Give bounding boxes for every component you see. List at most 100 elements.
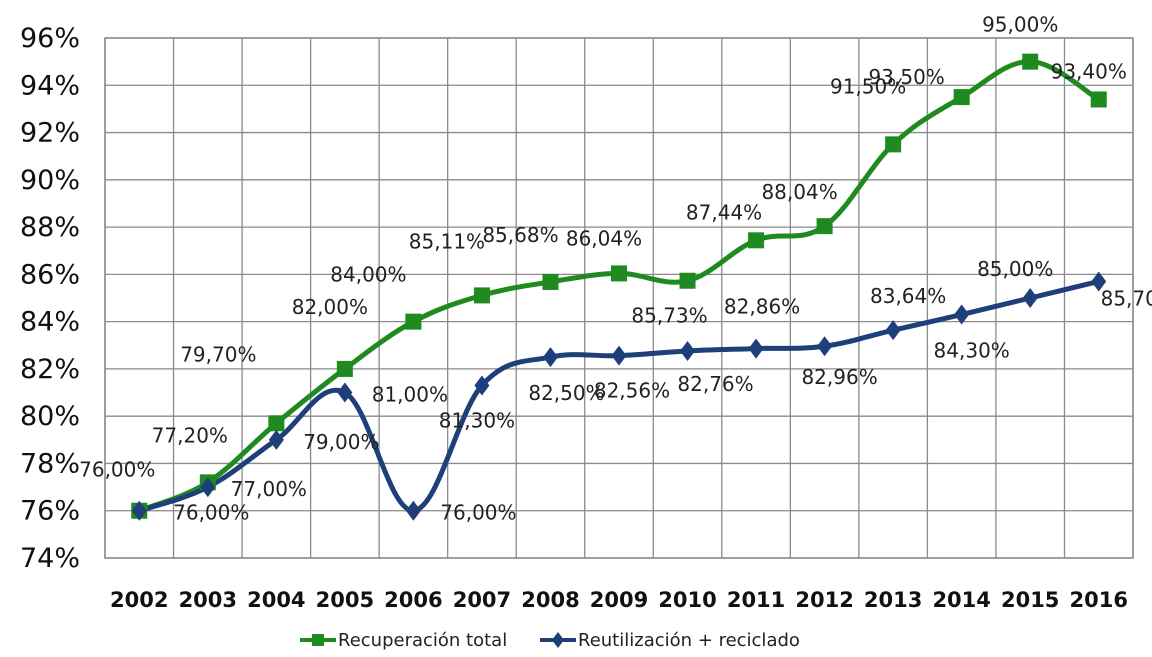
data-label: 87,44% <box>686 200 762 224</box>
data-label: 76,00% <box>440 501 516 525</box>
marker-recuperacion-total <box>748 232 765 249</box>
marker-reutilizacion-reciclado <box>817 336 833 357</box>
data-label: 76,00% <box>173 501 249 525</box>
marker-reutilizacion-reciclado <box>131 500 147 521</box>
data-label: 77,00% <box>231 477 307 501</box>
y-tick-label: 96% <box>20 23 80 54</box>
x-tick-label: 2011 <box>727 588 785 612</box>
x-tick-label: 2013 <box>864 588 922 612</box>
data-label: 82,56% <box>594 379 670 403</box>
marker-recuperacion-total <box>1090 91 1107 108</box>
x-tick-label: 2005 <box>316 588 374 612</box>
x-tick-label: 2003 <box>179 588 237 612</box>
data-label: 79,00% <box>303 430 379 454</box>
marker-recuperacion-total <box>542 273 559 290</box>
marker-recuperacion-total <box>885 136 902 153</box>
x-tick-label: 2014 <box>932 588 990 612</box>
data-label: 86,04% <box>566 226 642 250</box>
legend-label-recuperacion-total: Recuperación total <box>338 630 507 651</box>
data-label: 95,00% <box>982 13 1058 37</box>
data-label: 82,50% <box>528 381 604 405</box>
marker-reutilizacion-reciclado <box>1091 271 1107 292</box>
x-tick-label: 2016 <box>1070 588 1128 612</box>
x-tick-label: 2012 <box>795 588 853 612</box>
marker-recuperacion-total <box>679 272 696 289</box>
marker-recuperacion-total <box>405 313 422 330</box>
series-lines <box>138 59 1101 514</box>
marker-recuperacion-total <box>473 287 490 304</box>
marker-reutilizacion-reciclado <box>200 477 216 498</box>
x-tick-label: 2009 <box>590 588 648 612</box>
data-label: 79,70% <box>180 342 256 366</box>
data-label: 82,86% <box>724 295 800 319</box>
y-tick-label: 94% <box>20 70 80 101</box>
y-tick-label: 90% <box>20 165 80 196</box>
data-labels: 76,00% 77,20% 79,70% 82,00% 84,00%85,11%85,6… <box>79 13 1152 525</box>
marker-reutilizacion-reciclado <box>1022 288 1038 308</box>
y-tick-label: 74% <box>20 543 80 574</box>
marker-reutilizacion-reciclado <box>542 347 558 368</box>
data-label: 88,04% <box>761 180 837 204</box>
x-axis-ticks: 2002 2003 2004 2005 2006 2007 2008 2009 2010 2011… <box>110 588 1128 612</box>
marker-reutilizacion-reciclado <box>680 340 696 361</box>
marker-recuperacion-total <box>611 265 627 282</box>
x-tick-label: 2015 <box>1001 588 1059 612</box>
data-label: 82,96% <box>801 365 877 389</box>
legend-marker-reutilizacion-reciclado <box>552 632 564 648</box>
marker-recuperacion-total <box>336 360 353 377</box>
y-tick-label: 92% <box>20 118 80 149</box>
data-label: 85,68% <box>482 223 558 247</box>
legend-label-reutilizacion-reciclado: Reutilización + reciclado <box>578 630 800 651</box>
y-tick-label: 88% <box>20 212 80 243</box>
data-label: 77,20% <box>152 423 228 447</box>
y-tick-label: 80% <box>20 401 80 432</box>
marker-reutilizacion-reciclado <box>268 429 284 450</box>
gridlines <box>104 37 1134 559</box>
data-label: 81,00% <box>372 383 448 407</box>
x-tick-label: 2008 <box>521 588 579 612</box>
marker-reutilizacion-reciclado <box>748 338 764 359</box>
y-axis-ticks: 74% 76% 78% 80% 82% 84% 86% 88% 90% 92% 94% 96% <box>20 23 80 574</box>
marker-reutilizacion-reciclado <box>885 320 901 341</box>
data-label: 85,70% <box>1101 286 1152 310</box>
data-label: 82,76% <box>677 372 753 396</box>
data-label: 85,73% <box>631 304 707 328</box>
data-label: 76,00% <box>79 458 155 482</box>
data-label: 93,50% <box>869 65 945 89</box>
data-label: 84,00% <box>330 263 406 287</box>
marker-recuperacion-total <box>953 89 970 106</box>
data-label: 85,11% <box>409 229 485 253</box>
y-tick-label: 78% <box>20 448 80 479</box>
series-line-reutilizacion-reciclado <box>138 279 1100 514</box>
y-tick-label: 86% <box>20 259 80 290</box>
series-line-recuperacion-total <box>138 59 1101 514</box>
data-label: 83,64% <box>870 284 946 308</box>
marker-reutilizacion-reciclado <box>474 375 490 396</box>
data-label: 82,00% <box>292 295 368 319</box>
x-tick-label: 2010 <box>658 588 716 612</box>
y-tick-label: 84% <box>20 307 80 338</box>
y-tick-label: 82% <box>20 354 80 385</box>
marker-reutilizacion-reciclado <box>611 345 627 366</box>
data-label: 85,00% <box>977 257 1053 281</box>
series-markers <box>131 53 1107 521</box>
marker-reutilizacion-reciclado <box>337 382 353 403</box>
data-label: 81,30% <box>439 408 515 432</box>
data-label: 91,50% <box>830 74 906 98</box>
x-tick-label: 2006 <box>384 588 442 612</box>
legend-marker-recuperacion-total <box>312 634 324 646</box>
x-tick-label: 2002 <box>110 588 168 612</box>
legend: Recuperación total Reutilización + recicl… <box>300 630 800 651</box>
marker-recuperacion-total <box>268 415 285 432</box>
marker-recuperacion-total <box>1022 53 1039 70</box>
marker-reutilizacion-reciclado <box>405 500 421 521</box>
y-tick-label: 76% <box>20 496 80 527</box>
x-tick-label: 2004 <box>247 588 305 612</box>
marker-reutilizacion-reciclado <box>954 304 970 325</box>
marker-recuperacion-total <box>816 218 833 235</box>
x-tick-label: 2007 <box>453 588 511 612</box>
data-label: 93,40% <box>1051 59 1127 83</box>
data-label: 84,30% <box>934 339 1010 363</box>
